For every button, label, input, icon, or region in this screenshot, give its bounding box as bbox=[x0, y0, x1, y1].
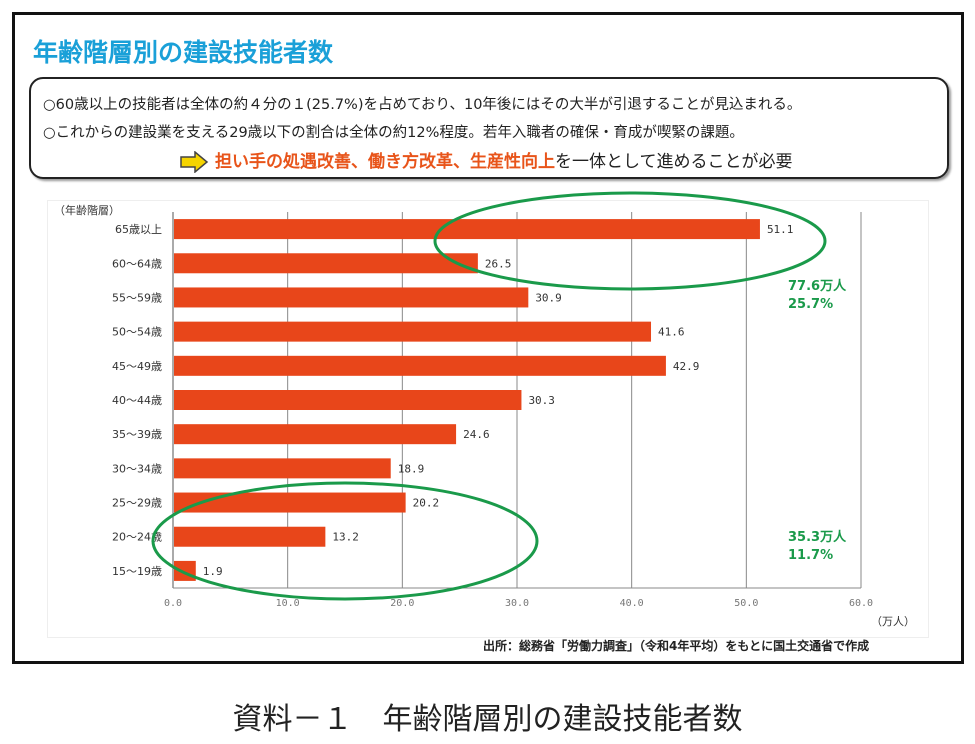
bar bbox=[174, 355, 666, 376]
value-label: 51.1 bbox=[767, 223, 794, 236]
conclusion-line: 担い手の処遇改善、働き方改革、生産性向上を一体として進めることが必要 bbox=[179, 147, 793, 173]
value-label: 13.2 bbox=[332, 531, 359, 544]
value-label: 30.9 bbox=[535, 291, 562, 304]
summary-box: ○60歳以上の技能者は全体の約４分の１(25.7%)を占めており、10年後にはそ… bbox=[29, 77, 949, 179]
value-label: 18.9 bbox=[398, 462, 425, 475]
bar bbox=[174, 390, 522, 410]
value-label: 1.9 bbox=[203, 565, 223, 578]
conclusion-rest: を一体として進めることが必要 bbox=[555, 152, 793, 172]
page-title: 年齢階層別の建設技能者数 bbox=[33, 38, 334, 67]
x-tick-label: 0.0 bbox=[164, 598, 182, 609]
conclusion-highlight: 担い手の処遇改善、働き方改革、生産性向上 bbox=[215, 152, 555, 172]
category-label: 45～49歳 bbox=[112, 360, 162, 373]
category-label: 15～19歳 bbox=[112, 565, 162, 578]
annotation-percent: 11.7% bbox=[788, 548, 833, 563]
bar bbox=[174, 253, 478, 274]
value-label: 30.3 bbox=[528, 394, 555, 407]
value-label: 24.6 bbox=[463, 428, 490, 441]
annotation-total: 77.6万人 bbox=[788, 278, 847, 294]
category-label: 40～44歳 bbox=[112, 394, 162, 407]
x-tick-label: 60.0 bbox=[849, 598, 873, 609]
category-label: 25～29歳 bbox=[112, 497, 162, 510]
category-label: 55～59歳 bbox=[112, 291, 162, 304]
category-label: 65歳以上 bbox=[115, 223, 162, 236]
x-tick-label: 30.0 bbox=[505, 598, 529, 609]
summary-line-1: ○60歳以上の技能者は全体の約４分の１(25.7%)を占めており、10年後にはそ… bbox=[43, 97, 802, 113]
highlight-ellipse bbox=[433, 191, 827, 291]
bar bbox=[174, 526, 326, 547]
bar bbox=[174, 492, 406, 513]
value-label: 20.2 bbox=[413, 497, 440, 510]
bar bbox=[174, 287, 529, 308]
annotation-total: 35.3万人 bbox=[788, 529, 847, 545]
bar bbox=[174, 458, 391, 479]
bar bbox=[174, 219, 760, 240]
value-label: 42.9 bbox=[673, 360, 700, 373]
summary-line-2: ○これからの建設業を支える29歳以下の割合は全体の約12%程度。若年入職者の確保… bbox=[43, 125, 744, 141]
value-label: 26.5 bbox=[485, 257, 512, 270]
source-note: 出所：総務省「労働力調査」（令和4年平均）をもとに国土交通省で作成 bbox=[483, 639, 870, 653]
category-label: 35～39歳 bbox=[112, 428, 162, 441]
category-label: 30～34歳 bbox=[112, 462, 162, 475]
right-arrow-icon bbox=[180, 151, 209, 173]
annotation-percent: 25.7% bbox=[788, 297, 833, 312]
y-axis-label: （年齢階層） bbox=[54, 203, 120, 217]
bar bbox=[174, 424, 457, 445]
x-tick-label: 10.0 bbox=[276, 598, 300, 609]
x-tick-label: 20.0 bbox=[390, 598, 414, 609]
bar bbox=[174, 321, 652, 342]
x-tick-label: 50.0 bbox=[734, 598, 758, 609]
x-axis-label: （万人） bbox=[871, 615, 915, 628]
category-label: 50～54歳 bbox=[112, 326, 162, 339]
highlight-ellipse bbox=[151, 481, 539, 601]
figure-caption: 資料－１ 年齢階層別の建設技能者数 bbox=[232, 702, 743, 737]
category-label: 20～24歳 bbox=[112, 531, 162, 544]
x-tick-label: 40.0 bbox=[620, 598, 644, 609]
value-label: 41.6 bbox=[658, 326, 685, 339]
category-label: 60～64歳 bbox=[112, 257, 162, 270]
